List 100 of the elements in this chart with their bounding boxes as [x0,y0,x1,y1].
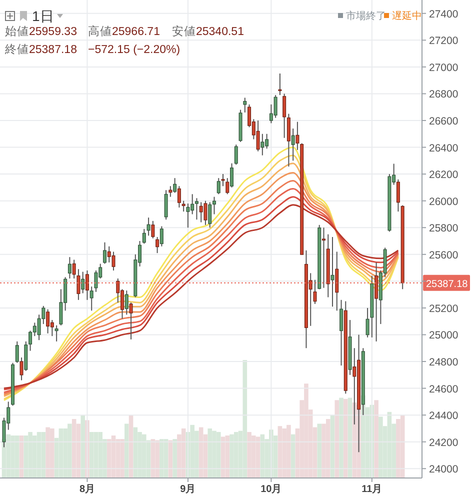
candlestick [124,290,128,316]
annotation: 安値25340.51 [172,24,244,38]
candlestick [142,228,146,244]
candlestick [168,186,172,198]
candlestick [234,144,238,166]
y-tick-label: 26600 [429,116,458,128]
y-tick-label: 25000 [429,330,458,342]
candlestick [194,198,198,220]
annotation: −572.15 (−2.20%) [88,44,180,56]
bar [198,427,204,478]
candlestick [204,200,208,226]
candlestick [313,279,317,304]
y-tick-label: 26800 [429,88,458,101]
ref-line-label: 25387.18 [426,278,468,290]
candlestick [151,220,155,239]
x-tick-label: 11月 [362,484,382,495]
bar [80,415,85,478]
y-tick-label: 25200 [429,302,458,315]
bar [317,424,322,478]
bar [14,436,20,478]
y-tick-label: 26400 [429,142,458,154]
candlestick [164,190,168,220]
bar [116,439,120,478]
candlestick [278,73,282,96]
bar [155,440,160,478]
candlestick [54,324,58,342]
candlestick [208,202,212,228]
candlestick [322,227,326,288]
candlestick [286,113,290,168]
bar [172,439,177,478]
bar [343,398,348,478]
candlestick [146,217,150,236]
candlestick [274,94,278,118]
bar [396,419,400,478]
candlestick [160,226,164,247]
x-tick-label: 10月 [260,484,282,495]
y-tick-label: 24200 [429,436,458,449]
annotation: 終値25387.18 [4,43,77,56]
candlestick [199,202,203,223]
y-tick-label: 24000 [429,464,458,476]
bar [106,439,112,478]
candlestick [85,270,89,300]
candlestick [173,178,177,194]
bar [326,419,330,478]
candlestick [256,120,260,152]
bar [124,424,129,478]
bar [234,432,238,478]
bar [216,432,221,478]
candlestick [291,128,295,162]
bar [89,432,94,478]
bar [374,400,378,478]
candlestick [216,178,220,195]
bar [208,428,212,478]
candlestick [226,178,230,195]
text: 1日 [32,8,54,24]
y-tick-label: 26000 [429,196,458,208]
y-tick-label: 27400 [429,8,458,20]
x-tick-label: 8月 [79,484,95,495]
candlestick [182,200,186,212]
candlestick [28,330,32,352]
annotation: 遅延中 [392,10,422,22]
candlestick [396,178,400,212]
candlestick [374,262,378,342]
x-tick-label: 9月 [180,484,196,495]
candlestick [243,97,247,113]
candlestick [221,174,225,187]
candlestick [90,286,94,312]
annotation: 市場終了 [346,10,386,22]
candlestick [282,93,286,138]
annotation: 始値25959.33 [5,25,77,38]
y-tick-label: 25600 [429,249,458,262]
candlestick [68,256,72,279]
candlestick [15,340,19,364]
candlestick [112,251,116,271]
annotation: 高値25966.71 [88,24,160,38]
candlestick [156,236,160,254]
candlestick [230,162,234,188]
y-tick-label: 26200 [429,169,458,182]
y-tick-label: 25800 [429,222,458,235]
bar [225,436,230,478]
bar [6,434,11,478]
candlestick [335,251,339,312]
candlestick [177,186,181,208]
y-tick-label: 24400 [429,410,458,422]
y-tick-label: 27200 [429,35,458,48]
candlestick [366,307,370,338]
candlestick [186,203,190,228]
candlestick [76,268,80,300]
candlestick [46,308,50,334]
candlestick [72,259,76,279]
candlestick [296,121,300,150]
candlestick [212,196,216,215]
candlestick [340,299,344,366]
candlestick [94,270,98,292]
bar [98,432,103,478]
y-tick-label: 24600 [429,383,458,396]
candlestick [129,302,133,340]
candlestick [102,242,106,264]
bar [160,439,164,478]
y-tick-label: 24800 [429,356,458,369]
